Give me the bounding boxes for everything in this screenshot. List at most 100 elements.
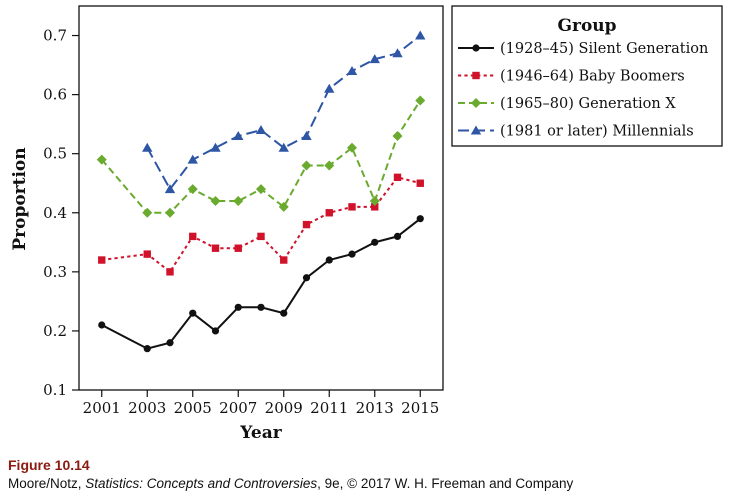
data-point bbox=[165, 207, 175, 218]
data-point bbox=[416, 215, 424, 223]
legend-item-1981-or-later-millennials: (1981 or later) Millennials bbox=[458, 124, 694, 140]
legend-marker bbox=[472, 44, 480, 52]
source-book-title: Statistics: Concepts and Controversies bbox=[85, 476, 318, 491]
series-group bbox=[96, 30, 426, 353]
data-point bbox=[278, 142, 289, 152]
data-point bbox=[166, 339, 174, 347]
data-point bbox=[415, 30, 426, 40]
data-point bbox=[257, 303, 265, 311]
x-tick-label: 2011 bbox=[310, 399, 348, 417]
data-point bbox=[348, 203, 356, 211]
y-tick-label: 0.7 bbox=[43, 27, 67, 45]
data-point bbox=[210, 142, 221, 152]
data-point bbox=[346, 65, 358, 75]
series-1928-45-silent-generation bbox=[98, 215, 424, 353]
y-axis: 0.1 0.2 0.3 0.4 0.5 0.6 0.7 bbox=[43, 27, 79, 399]
data-point bbox=[369, 54, 380, 64]
data-point bbox=[371, 203, 379, 211]
data-point bbox=[143, 250, 151, 258]
legend-box bbox=[451, 5, 723, 147]
data-point bbox=[143, 345, 151, 353]
legend-marker bbox=[471, 98, 481, 108]
series-line bbox=[101, 99, 422, 214]
data-point bbox=[234, 303, 242, 311]
data-point bbox=[301, 130, 312, 140]
legend-item-1946-64-baby-boomers: (1946–64) Baby Boomers bbox=[458, 69, 685, 85]
y-tick-label: 0.2 bbox=[43, 322, 67, 340]
legend-label: (1928–45) Silent Generation bbox=[500, 41, 708, 57]
y-axis-title: Proportion bbox=[10, 147, 30, 250]
legend-title: Group bbox=[557, 16, 616, 36]
legend-label: (1981 or later) Millennials bbox=[500, 124, 694, 140]
series-1946-64-baby-boomers bbox=[98, 173, 424, 276]
data-point bbox=[324, 83, 335, 93]
data-point bbox=[211, 244, 220, 252]
data-point bbox=[187, 184, 198, 195]
data-point bbox=[302, 274, 311, 282]
legend-item-1928-45-silent-generation: (1928–45) Silent Generation bbox=[458, 41, 708, 57]
data-point bbox=[302, 220, 311, 229]
data-point bbox=[189, 232, 197, 241]
data-point bbox=[142, 142, 153, 152]
legend-marker bbox=[470, 125, 482, 135]
y-tick-label: 0.5 bbox=[43, 145, 67, 163]
series-line bbox=[146, 34, 421, 191]
data-point bbox=[98, 321, 106, 329]
data-point bbox=[278, 201, 289, 212]
data-point bbox=[255, 125, 267, 135]
data-point bbox=[416, 179, 424, 187]
data-point bbox=[280, 256, 288, 264]
y-tick-label: 0.6 bbox=[43, 86, 67, 104]
x-tick-label: 2009 bbox=[265, 399, 303, 417]
data-point bbox=[393, 232, 402, 240]
figure-source: Moore/Notz, Statistics: Concepts and Con… bbox=[8, 474, 728, 493]
y-tick-label: 0.3 bbox=[43, 263, 67, 281]
series-1965-80-generation-x bbox=[96, 95, 426, 218]
data-point bbox=[325, 256, 333, 264]
x-tick-label: 2003 bbox=[128, 399, 166, 417]
data-point bbox=[96, 154, 107, 165]
data-point bbox=[415, 95, 426, 106]
data-point bbox=[233, 195, 244, 206]
plot-area bbox=[78, 5, 444, 391]
data-point bbox=[392, 130, 403, 141]
data-point bbox=[369, 195, 380, 206]
x-tick-label: 2001 bbox=[83, 399, 121, 417]
x-tick-label: 2007 bbox=[219, 399, 257, 417]
series-1981-or-later-millennials bbox=[142, 30, 426, 194]
data-point bbox=[142, 207, 153, 218]
data-point bbox=[371, 238, 379, 246]
x-tick-label: 2015 bbox=[401, 399, 439, 417]
data-point bbox=[187, 154, 198, 164]
legend-marker bbox=[472, 71, 480, 80]
data-point bbox=[325, 209, 333, 217]
data-point bbox=[166, 268, 174, 276]
data-point bbox=[98, 256, 106, 264]
x-tick-label: 2005 bbox=[174, 399, 212, 417]
figure-label: Figure 10.14 bbox=[8, 457, 90, 473]
legend-label: (1946–64) Baby Boomers bbox=[500, 69, 685, 85]
data-point bbox=[324, 160, 335, 171]
x-axis-title: Year bbox=[239, 423, 282, 443]
legend-label: (1965–80) Generation X bbox=[500, 96, 676, 112]
series-line bbox=[101, 217, 421, 350]
plot-frame bbox=[78, 5, 444, 391]
data-point bbox=[301, 160, 312, 171]
y-tick-label: 0.4 bbox=[43, 204, 67, 222]
data-point bbox=[189, 309, 197, 317]
x-axis: 2001 2003 2005 2007 2009 2011 2013 2015 bbox=[83, 390, 439, 417]
y-tick-label: 0.1 bbox=[43, 381, 67, 399]
data-point bbox=[257, 232, 265, 241]
data-point bbox=[210, 195, 221, 206]
data-point bbox=[234, 244, 242, 252]
data-point bbox=[233, 130, 244, 140]
data-point bbox=[211, 327, 220, 335]
data-point bbox=[392, 48, 403, 58]
data-point bbox=[393, 173, 402, 182]
source-edition: , 9e, © 2017 W. H. Freeman and Company bbox=[317, 476, 574, 491]
line-chart: 0.1 0.2 0.3 0.4 0.5 0.6 0.7 2001 2003 2005 2007 20… bbox=[10, 5, 723, 443]
data-point bbox=[348, 250, 356, 258]
figure-caption: Figure 10.14 Moore/Notz, Statistics: Con… bbox=[8, 456, 728, 493]
series-line bbox=[101, 176, 421, 274]
source-authors: Moore/Notz, bbox=[8, 476, 86, 491]
